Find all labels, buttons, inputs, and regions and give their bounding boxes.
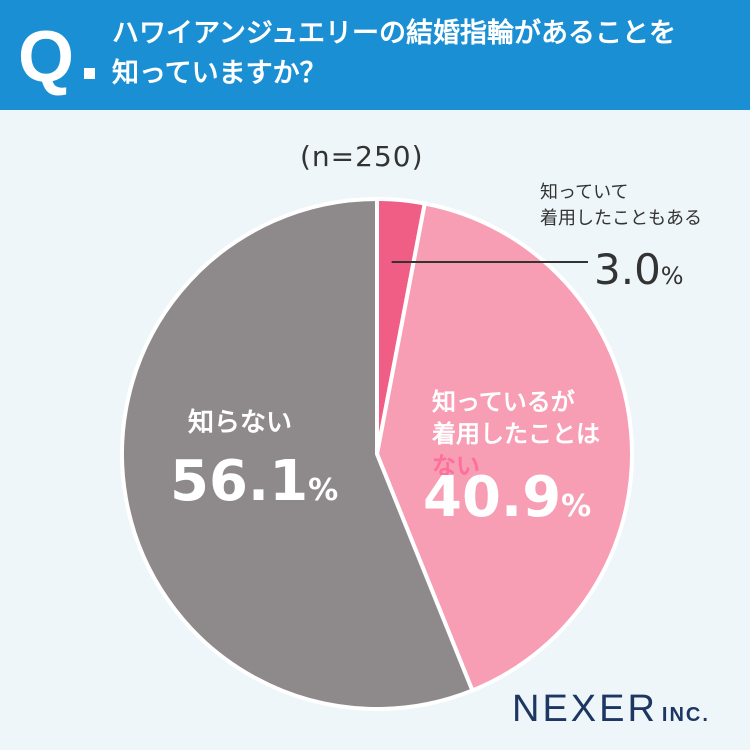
slice-label-not-worn-line2-main: 着用したことは xyxy=(432,420,600,448)
slice-label-worn: 知っていて 着用したこともある xyxy=(540,180,702,232)
slice-value-worn-number: 3.0 xyxy=(594,245,661,294)
question-text: ハワイアンジュエリーの結婚指輪があることを 知っていますか？ xyxy=(112,14,732,94)
brand-logo: NEXER INC. xyxy=(512,688,710,731)
pie-slices xyxy=(120,197,634,711)
slice-label-worn-line2: 着用したこともある xyxy=(540,208,702,229)
slice-label-not-worn-emphasis: ない xyxy=(432,452,480,480)
brand-suffix: INC. xyxy=(661,704,710,726)
slice-value-not-worn: 40.9% xyxy=(423,468,591,537)
question-line-2: 知っていますか？ xyxy=(112,58,327,89)
q-mark: Q xyxy=(18,17,75,97)
slice-value-worn-unit: % xyxy=(660,262,684,290)
slice-value-unknown-number: 56.1 xyxy=(170,449,309,514)
slice-label-not-worn-line2: 着用したことは ない xyxy=(432,418,600,482)
pie-slice-unknown xyxy=(120,197,475,711)
brand-name: NEXER xyxy=(512,688,658,730)
slice-label-unknown: 知らない xyxy=(188,408,293,438)
pie-slice-not-worn xyxy=(375,201,634,693)
slice-value-not-worn-number: 40.9 xyxy=(423,465,562,530)
slice-value-worn: 3.0% xyxy=(594,246,684,300)
slice-label-not-worn-line1: 知っているが xyxy=(432,388,575,416)
slice-value-unknown-unit: % xyxy=(308,473,339,508)
slice-label-worn-line1: 知っていて xyxy=(540,182,629,203)
slice-value-unknown: 56.1% xyxy=(170,452,338,521)
sample-size: (n=250) xyxy=(300,140,424,173)
slice-value-not-worn-unit: % xyxy=(561,489,592,524)
question-header: Q ハワイアンジュエリーの結婚指輪があることを 知っていますか？ xyxy=(0,0,750,110)
q-dot xyxy=(84,68,95,79)
question-line-1: ハワイアンジュエリーの結婚指輪があることを xyxy=(112,18,677,49)
slice-label-not-worn: 知っているが 着用したことは ない xyxy=(432,386,600,482)
